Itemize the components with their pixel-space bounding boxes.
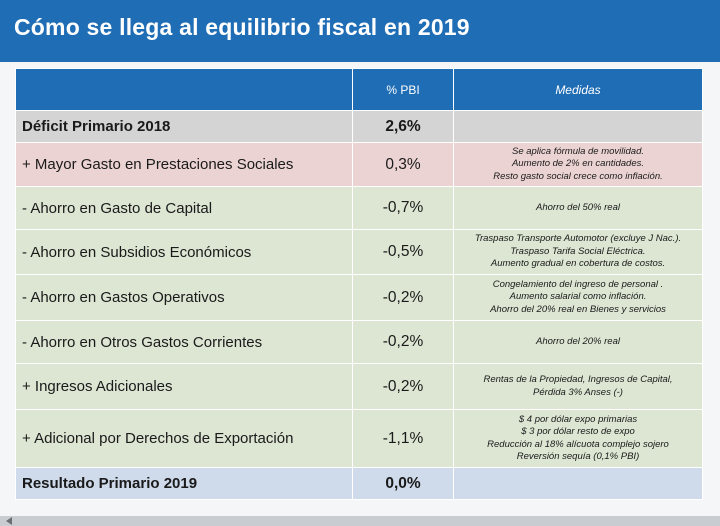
table-row: - Ahorro en Otros Gastos Corrientes -0,2…	[15, 320, 703, 364]
title-bar: Cómo se llega al equilibrio fiscal en 20…	[0, 0, 720, 62]
row-medidas: Se aplica fórmula de movilidad. Aumento …	[453, 142, 703, 187]
row-concept: + Mayor Gasto en Prestaciones Sociales	[15, 142, 353, 187]
table-row: + Ingresos Adicionales -0,2% Rentas de l…	[15, 363, 703, 410]
medida-line: Resto gasto social crece como inflación.	[493, 170, 663, 182]
fiscal-table: % PBI Medidas Déficit Primario 2018 2,6%…	[15, 68, 703, 500]
medida-line: Se aplica fórmula de movilidad.	[511, 145, 644, 157]
medida-line: Ahorro del 20% real en Bienes y servicio…	[490, 303, 666, 315]
table-row: - Ahorro en Gasto de Capital -0,7% Ahorr…	[15, 186, 703, 230]
medida-line: Pérdida 3% Anses (-)	[533, 386, 623, 398]
table-row: + Mayor Gasto en Prestaciones Sociales 0…	[15, 142, 703, 187]
row-medidas: $ 4 por dólar expo primarias $ 3 por dól…	[453, 409, 703, 468]
row-pbi: 0,3%	[352, 142, 454, 187]
medida-line: $ 3 por dólar resto de expo	[521, 426, 635, 437]
row-pbi: -0,2%	[352, 363, 454, 410]
row-concept: + Ingresos Adicionales	[15, 363, 353, 410]
table-row: Déficit Primario 2018 2,6%	[15, 110, 703, 143]
header-medidas: Medidas	[453, 68, 703, 111]
medida-line: Reducción al 18% alícuota complejo sojer…	[487, 438, 669, 450]
row-concept: - Ahorro en Gasto de Capital	[15, 186, 353, 230]
row-medidas	[453, 110, 703, 143]
row-concept: Resultado Primario 2019	[15, 467, 353, 500]
row-medidas: Ahorro del 20% real	[453, 320, 703, 364]
header-concept	[15, 68, 353, 111]
row-pbi: -0,2%	[352, 274, 454, 321]
medida-line: Aumento de 2% en cantidades.	[511, 158, 645, 170]
row-concept: Déficit Primario 2018	[15, 110, 353, 143]
table-row: Resultado Primario 2019 0,0%	[15, 467, 703, 500]
header-pbi: % PBI	[352, 68, 454, 111]
medida-line: Reversión sequía (0,1% PBI)	[516, 451, 640, 462]
slide-title: Cómo se llega al equilibrio fiscal en 20…	[14, 14, 470, 40]
medida-line: Aumento gradual en cobertura de costos.	[490, 258, 666, 270]
row-pbi: -0,5%	[352, 229, 454, 275]
row-medidas: Ahorro del 50% real	[453, 186, 703, 230]
row-pbi: -1,1%	[352, 409, 454, 468]
row-concept: + Adicional por Derechos de Exportación	[15, 409, 353, 468]
arrow-left-icon	[6, 517, 12, 525]
bottom-scroll-strip	[0, 516, 720, 526]
medida-line: Ahorro del 20% real	[536, 335, 620, 347]
medida-line: Rentas de la Propiedad, Ingresos de Capi…	[483, 374, 673, 385]
row-medidas: Congelamiento del ingreso de personal . …	[453, 274, 703, 321]
row-pbi: 2,6%	[352, 110, 454, 143]
medida-line: Traspaso Transporte Automotor (excluye J…	[474, 233, 682, 245]
medida-line: Aumento salarial como inflación.	[509, 291, 647, 303]
medida-line: Traspaso Tarifa Social Eléctrica.	[510, 245, 646, 257]
row-pbi: 0,0%	[352, 467, 454, 500]
row-concept: - Ahorro en Otros Gastos Corrientes	[15, 320, 353, 364]
row-concept: - Ahorro en Subsidios Económicos	[15, 229, 353, 275]
table-row: - Ahorro en Gastos Operativos -0,2% Cong…	[15, 274, 703, 321]
medida-line: Congelamiento del ingreso de personal .	[492, 278, 664, 290]
table-row: + Adicional por Derechos de Exportación …	[15, 409, 703, 468]
row-medidas	[453, 467, 703, 500]
row-concept: - Ahorro en Gastos Operativos	[15, 274, 353, 321]
table-row: - Ahorro en Subsidios Económicos -0,5% T…	[15, 229, 703, 275]
row-medidas: Traspaso Transporte Automotor (excluye J…	[453, 229, 703, 275]
medida-line: $ 4 por dólar expo primarias	[518, 413, 638, 425]
row-pbi: -0,2%	[352, 320, 454, 364]
medida-line: Ahorro del 50% real	[536, 201, 620, 213]
row-pbi: -0,7%	[352, 186, 454, 230]
row-medidas: Rentas de la Propiedad, Ingresos de Capi…	[453, 363, 703, 410]
table-header-row: % PBI Medidas	[15, 68, 703, 111]
